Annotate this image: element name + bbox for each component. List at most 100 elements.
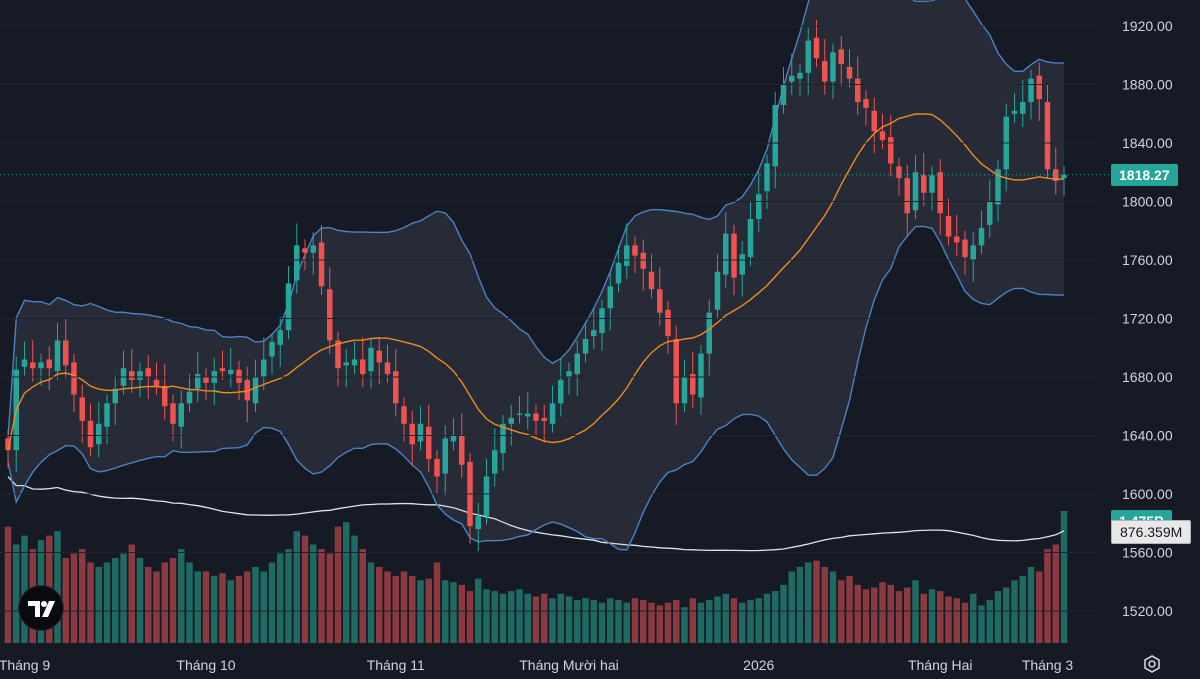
candle-body <box>921 175 927 193</box>
volume-bar <box>442 580 449 643</box>
volume-bar <box>466 591 474 643</box>
volume-bar <box>524 593 531 643</box>
volume-bar <box>351 535 358 643</box>
volume-bar <box>326 553 333 643</box>
volume-bar <box>640 600 647 643</box>
volume-bar <box>268 562 276 643</box>
volume-bar <box>219 573 226 643</box>
candle-body <box>657 289 663 313</box>
volume-bar <box>887 584 894 643</box>
candle-body <box>607 286 613 309</box>
volume-bar <box>607 598 614 643</box>
candle-body <box>690 374 696 395</box>
volume-bar <box>95 566 102 643</box>
candle-body <box>219 368 226 372</box>
candle-body <box>368 347 374 372</box>
volume-bar <box>235 575 243 643</box>
candle-body <box>46 359 52 369</box>
volume-bar <box>739 602 746 643</box>
volume-bar <box>912 580 919 643</box>
volume-bar <box>244 571 251 643</box>
chart-settings-icon[interactable] <box>1142 654 1162 674</box>
candle-body <box>978 227 985 246</box>
volume-bar <box>458 584 465 643</box>
volume-bar <box>970 593 977 643</box>
volume-bar <box>722 593 729 643</box>
volume-bar <box>986 600 993 643</box>
candle-body <box>318 242 325 287</box>
candle-body <box>475 515 481 530</box>
volume-bar <box>813 560 820 643</box>
volume-bar <box>788 571 795 643</box>
candle-body <box>838 49 844 65</box>
candle-body <box>310 245 316 253</box>
volume-bar <box>623 602 630 643</box>
volume-bar <box>508 591 515 643</box>
axes: 1920.00 1880.00 1840.00 1800.00 1760.00 1720.… <box>0 18 1173 673</box>
candle-body <box>723 233 729 275</box>
candle-body <box>566 371 572 377</box>
candle-body <box>780 84 787 105</box>
volume-bar <box>838 580 845 643</box>
volume-bar <box>879 582 886 643</box>
candle-body <box>236 369 242 383</box>
volume-bar <box>673 600 680 643</box>
volume-bar <box>549 598 556 643</box>
candle-body <box>599 308 605 334</box>
volume-bar <box>805 562 812 643</box>
volume-bar <box>656 605 663 643</box>
candle-body <box>962 239 968 258</box>
volume-bar <box>747 600 754 643</box>
volume-bar <box>400 571 408 643</box>
candle-body <box>525 413 531 417</box>
volume-bar <box>574 600 581 643</box>
price-tick-label: 1760.00 <box>1122 252 1173 268</box>
volume-bar <box>384 571 391 643</box>
candle-body <box>945 216 952 237</box>
volume-bar <box>945 596 952 643</box>
volume-bar <box>1052 544 1059 643</box>
candle-body <box>401 406 407 424</box>
tradingview-logo[interactable] <box>18 585 64 631</box>
volume-bar <box>252 566 259 643</box>
volume-bar <box>483 589 490 643</box>
candle-body <box>1020 102 1026 114</box>
candle-body <box>987 201 993 225</box>
volume-bar <box>169 557 177 643</box>
volume-bar <box>648 602 655 643</box>
candle-body <box>492 450 498 474</box>
candle-body <box>277 330 283 345</box>
candle-body <box>855 78 861 103</box>
price-tick-label: 1560.00 <box>1122 545 1173 561</box>
candle-body <box>863 99 869 108</box>
price-tick-label: 1920.00 <box>1122 18 1173 34</box>
indicator-lines <box>7 113 1065 451</box>
volume-bar <box>310 544 317 643</box>
candle-body <box>483 476 490 516</box>
candle-body <box>714 271 721 310</box>
volume-bar <box>409 575 416 643</box>
volume-bar <box>277 553 284 643</box>
volume-bar <box>978 605 985 643</box>
candle-body <box>393 371 399 404</box>
volume-bar <box>928 589 936 643</box>
candle-body <box>285 283 292 331</box>
volume-bar <box>937 591 944 643</box>
volume-bar <box>755 598 762 643</box>
candle-body <box>5 438 11 451</box>
candle-body <box>327 289 333 341</box>
time-tick-label: Tháng 11 <box>367 657 425 673</box>
candle-body <box>269 341 275 357</box>
volume-bar <box>392 575 399 643</box>
volume-bar <box>846 575 853 643</box>
candle-body <box>195 374 201 389</box>
volume-bar <box>153 571 160 643</box>
volume-bar <box>772 591 779 643</box>
candle-body <box>797 72 803 79</box>
volume-bar <box>194 571 201 643</box>
candle-body <box>739 254 745 275</box>
candle-body <box>1028 78 1034 103</box>
volume-bar <box>260 571 267 643</box>
candle-body <box>756 194 762 220</box>
